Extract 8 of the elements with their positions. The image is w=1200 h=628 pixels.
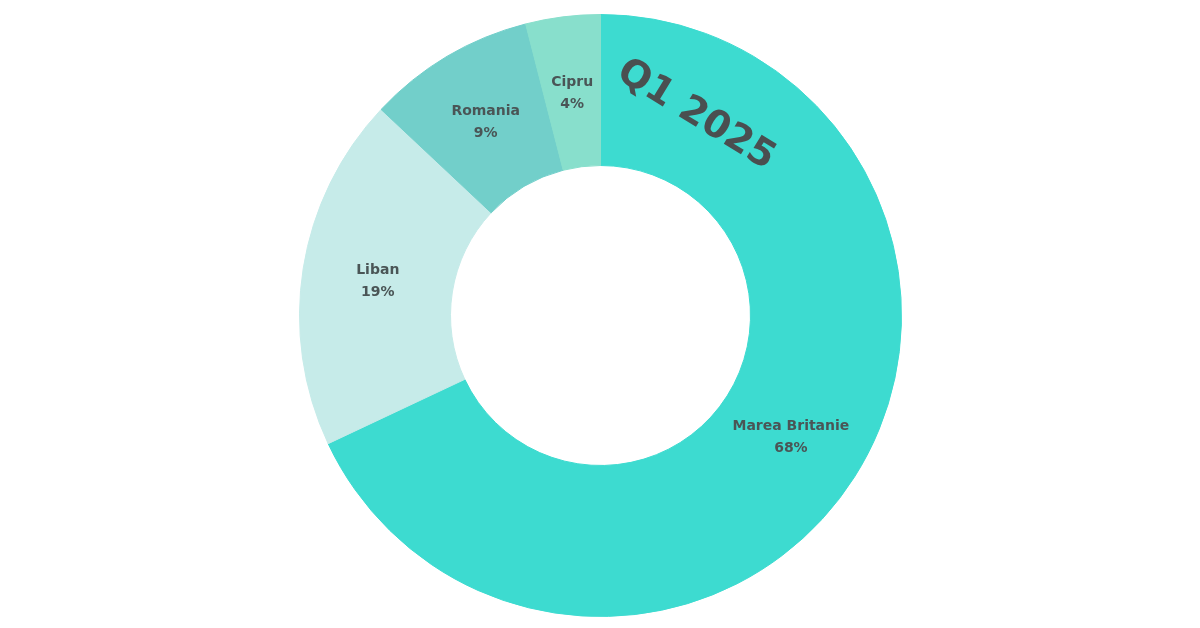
slice-label: Romania: [451, 102, 521, 119]
data-label: 68%: [774, 439, 808, 456]
data-label: 19%: [361, 283, 395, 300]
slice-label: Liban: [356, 261, 400, 278]
data-label: 9%: [473, 124, 498, 141]
slice-label: Cipru: [551, 72, 594, 89]
data-label: 4%: [560, 94, 585, 111]
slice-label: Marea Britanie: [732, 417, 850, 434]
